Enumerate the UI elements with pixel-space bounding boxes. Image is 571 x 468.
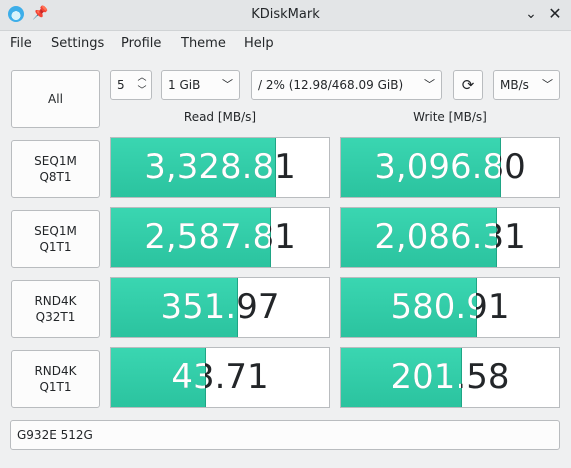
test-name-line2: Q32T1 xyxy=(35,310,76,324)
close-icon[interactable]: ✕ xyxy=(548,4,562,23)
write-result-value: 580.91 xyxy=(390,287,510,327)
target-select[interactable]: / 2% (12.98/468.09 GiB) ﹀ xyxy=(251,70,442,100)
read-result-value-overlay: 2,587.81 xyxy=(111,208,270,267)
target-value: / 2% (12.98/468.09 GiB) xyxy=(258,78,404,92)
write-result-value-overlay: 3,096.80 xyxy=(341,138,500,197)
write-header: Write [MB/s] xyxy=(413,110,487,124)
read-result: 2,587.812,587.81 xyxy=(110,207,330,268)
read-result-value-light: 43.71 xyxy=(171,357,205,397)
unit-value: MB/s xyxy=(500,78,529,92)
menu-bar: File Settings Profile Theme Help xyxy=(0,30,571,58)
chevron-up-icon[interactable]: ︿ xyxy=(137,73,147,83)
write-result-value-light: 3,096.80 xyxy=(374,147,500,187)
test-name-line1: RND4K xyxy=(34,294,77,308)
app-gauge-icon xyxy=(8,6,24,22)
pin-icon[interactable]: 📌 xyxy=(32,6,49,21)
chevron-down-icon: ﹀ xyxy=(424,78,435,91)
test-name-line1: SEQ1M xyxy=(34,154,77,168)
read-result: 43.7143.71 xyxy=(110,347,330,408)
read-result-bar xyxy=(111,208,271,267)
read-result-value-light: 3,328.81 xyxy=(144,147,275,187)
write-result-value-overlay: 580.91 xyxy=(341,278,476,337)
size-value: 1 GiB xyxy=(168,78,201,92)
read-header: Read [MB/s] xyxy=(183,110,257,124)
menu-help[interactable]: Help xyxy=(244,36,274,51)
menu-profile[interactable]: Profile xyxy=(121,36,162,51)
write-result-value-light: 201.58 xyxy=(390,357,461,397)
device-name-field[interactable]: G932E 512G xyxy=(10,420,560,450)
test-name-line2: Q1T1 xyxy=(39,380,72,394)
read-result: 3,328.813,328.81 xyxy=(110,137,330,198)
write-result-bar xyxy=(341,348,462,407)
read-result-value-light: 2,587.81 xyxy=(144,217,270,257)
menu-file[interactable]: File xyxy=(10,36,32,51)
title-bar: 📌 KDiskMark ⌄ ✕ xyxy=(0,0,571,31)
unit-select[interactable]: MB/s ﹀ xyxy=(493,70,560,100)
read-result-value-overlay: 3,328.81 xyxy=(111,138,275,197)
write-result-bar xyxy=(341,208,497,267)
read-result-bar xyxy=(111,278,238,337)
read-result-value: 3,328.81 xyxy=(144,147,296,187)
refresh-icon: ⟳ xyxy=(461,76,475,94)
test-name-line1: SEQ1M xyxy=(34,224,77,238)
test-button[interactable]: SEQ1M Q1T1 xyxy=(11,210,100,268)
write-result: 3,096.803,096.80 xyxy=(340,137,560,198)
all-button-label: All xyxy=(48,92,63,106)
read-result-bar xyxy=(111,348,206,407)
read-result-value-light: 351.97 xyxy=(160,287,237,327)
write-result: 2,086.312,086.31 xyxy=(340,207,560,268)
write-result-value-light: 580.91 xyxy=(390,287,476,327)
read-result-bar xyxy=(111,138,276,197)
all-button[interactable]: All xyxy=(11,70,100,128)
runs-value: 5 xyxy=(117,78,125,92)
chevron-down-icon: ﹀ xyxy=(222,78,233,91)
runs-spinbox[interactable]: 5 ︿ ﹀ xyxy=(110,70,152,100)
write-result-value-overlay: 201.58 xyxy=(341,348,461,407)
test-button[interactable]: SEQ1M Q8T1 xyxy=(11,140,100,198)
size-select[interactable]: 1 GiB ﹀ xyxy=(161,70,240,100)
test-name-line2: Q8T1 xyxy=(39,170,72,184)
write-result-value: 2,086.31 xyxy=(374,217,526,257)
read-result-value-overlay: 43.71 xyxy=(111,348,205,407)
test-button[interactable]: RND4K Q1T1 xyxy=(11,350,100,408)
spin-arrows[interactable]: ︿ ﹀ xyxy=(135,72,149,98)
write-result-bar xyxy=(341,278,477,337)
menu-settings[interactable]: Settings xyxy=(51,36,105,51)
window-title: KDiskMark xyxy=(251,7,320,22)
read-result-value: 43.71 xyxy=(171,357,269,397)
write-result-value: 3,096.80 xyxy=(374,147,526,187)
read-result-value-overlay: 351.97 xyxy=(111,278,237,337)
read-result-value: 2,587.81 xyxy=(144,217,296,257)
write-result-value-light: 2,086.31 xyxy=(374,217,496,257)
write-result-bar xyxy=(341,138,501,197)
write-result-value: 201.58 xyxy=(390,357,510,397)
chevron-down-icon[interactable]: ﹀ xyxy=(137,86,147,96)
refresh-button[interactable]: ⟳ xyxy=(453,70,483,100)
read-result-value: 351.97 xyxy=(160,287,280,327)
minimize-chevron-icon[interactable]: ⌄ xyxy=(525,6,537,22)
test-name-line1: RND4K xyxy=(34,364,77,378)
write-result-value-overlay: 2,086.31 xyxy=(341,208,496,267)
menu-theme[interactable]: Theme xyxy=(181,36,226,51)
chevron-down-icon: ﹀ xyxy=(542,78,553,91)
test-button[interactable]: RND4K Q32T1 xyxy=(11,280,100,338)
test-name-line2: Q1T1 xyxy=(39,240,72,254)
